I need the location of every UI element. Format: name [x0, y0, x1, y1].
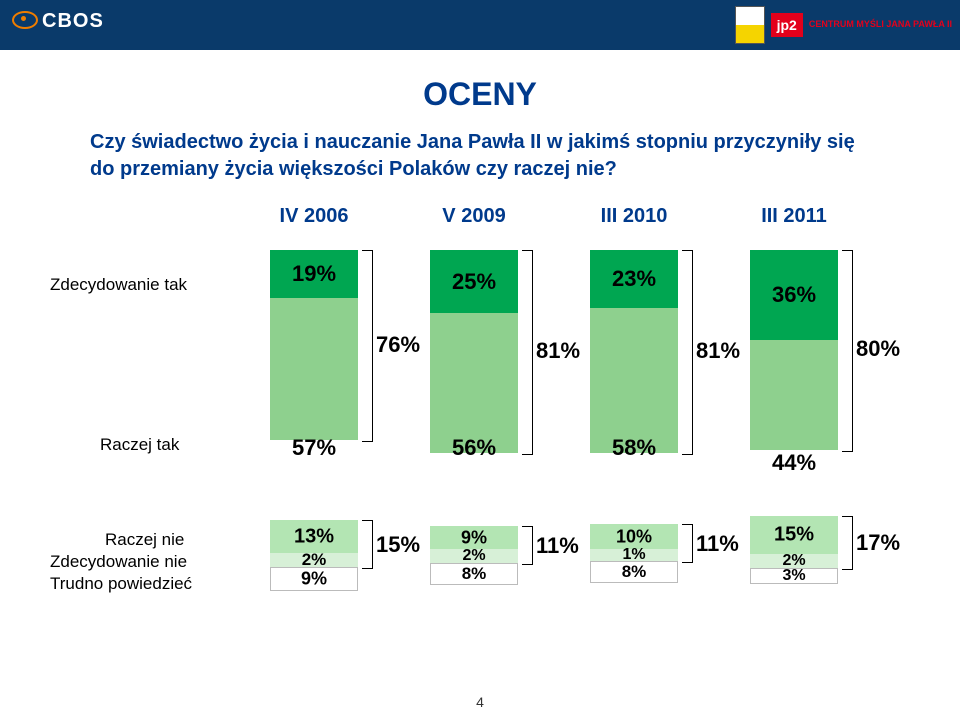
bracket-value: 11%	[696, 531, 739, 557]
bar-seg: 13%	[270, 520, 358, 553]
bar-seg	[270, 298, 358, 440]
bracket-value: 80%	[856, 336, 900, 362]
bar-seg: 19%	[270, 250, 358, 298]
bar-seg: 8%	[590, 561, 678, 583]
bar-value: 56%	[430, 435, 518, 461]
bar-value: 10%	[590, 526, 678, 547]
bracket-value: 15%	[376, 532, 420, 558]
bar-value: 13%	[270, 525, 358, 548]
col-label: V 2009	[414, 205, 534, 228]
bar-seg: 15%	[750, 516, 838, 554]
row-label: Trudno powiedzieć	[50, 574, 192, 594]
jp2-badge: jp2	[771, 13, 803, 37]
bracket	[842, 250, 853, 452]
bar-seg: 2%	[430, 549, 518, 563]
bracket	[682, 250, 693, 455]
bracket-value: 81%	[696, 338, 740, 364]
bracket-value: 81%	[536, 338, 580, 364]
bar-value: 9%	[271, 569, 357, 590]
bracket	[682, 524, 693, 563]
header-right: jp2 CENTRUM MYŚLI JANA PAWŁA II	[735, 6, 952, 44]
bar-seg: 3%	[750, 568, 838, 584]
bracket	[522, 526, 533, 565]
bar-value: 25%	[430, 269, 518, 295]
page-subtitle: Czy świadectwo życia i nauczanie Jana Pa…	[90, 129, 880, 183]
brand-text: CBOS	[42, 10, 104, 32]
flag-icon	[735, 6, 765, 44]
bar-seg	[430, 313, 518, 453]
bar-value: 44%	[750, 450, 838, 476]
bracket-value: 11%	[536, 533, 579, 559]
bar-seg	[590, 308, 678, 453]
header: CBOS jp2 CENTRUM MYŚLI JANA PAWŁA II	[0, 0, 960, 50]
bracket-value: 76%	[376, 332, 420, 358]
col-label: III 2011	[734, 205, 854, 228]
jp2-text: CENTRUM MYŚLI JANA PAWŁA II	[809, 20, 952, 30]
bar-value: 3%	[751, 567, 837, 585]
bar-seg: 25%	[430, 250, 518, 313]
bar-seg	[750, 340, 838, 450]
bar-seg: 9%	[270, 567, 358, 591]
bar-value: 15%	[750, 524, 838, 547]
row-label: Zdecydowanie nie	[50, 552, 187, 572]
bar-value: 8%	[431, 564, 517, 584]
bar-value: 23%	[590, 266, 678, 292]
row-label: Raczej tak	[100, 435, 179, 455]
bar-seg: 8%	[430, 563, 518, 585]
chart: IV 2006 V 2009 III 2010 III 2011 Zdecydo…	[90, 240, 910, 660]
page-title: OCENY	[0, 76, 960, 113]
bar-seg: 2%	[750, 554, 838, 568]
bar-seg: 1%	[590, 549, 678, 561]
bracket	[362, 250, 373, 442]
bracket	[522, 250, 533, 455]
row-label: Raczej nie	[105, 530, 184, 550]
eye-icon	[12, 11, 38, 29]
bracket	[842, 516, 853, 570]
page-number: 4	[0, 694, 960, 710]
bar-value: 57%	[270, 435, 358, 461]
bar-value: 8%	[591, 562, 677, 582]
bar-value: 36%	[750, 282, 838, 308]
row-label: Zdecydowanie tak	[50, 275, 187, 295]
bar-seg: 23%	[590, 250, 678, 308]
bar-seg: 9%	[430, 526, 518, 549]
bracket-value: 17%	[856, 530, 900, 556]
bar-value: 19%	[270, 261, 358, 287]
bar-seg: 2%	[270, 553, 358, 567]
bar-seg: 36%	[750, 250, 838, 340]
bar-value: 58%	[590, 435, 678, 461]
brand-logo: CBOS	[12, 10, 104, 33]
col-label: III 2010	[574, 205, 694, 228]
bar-value: 9%	[430, 527, 518, 548]
bracket	[362, 520, 373, 569]
col-label: IV 2006	[254, 205, 374, 228]
